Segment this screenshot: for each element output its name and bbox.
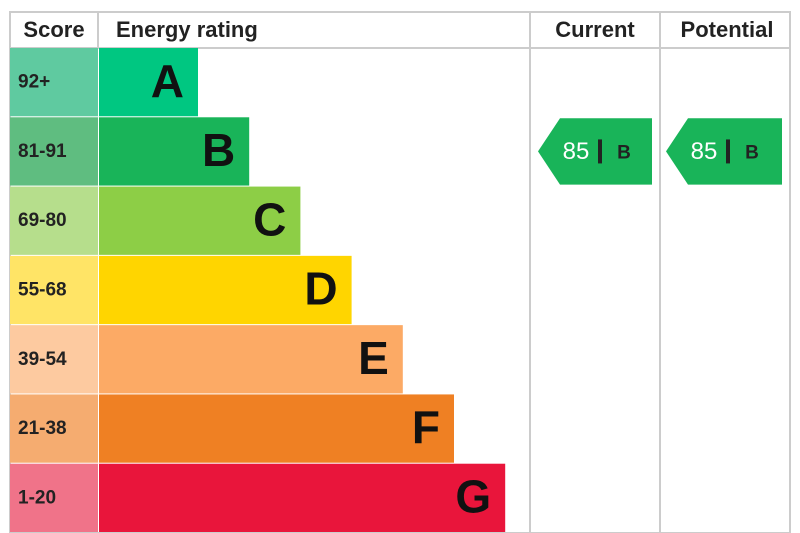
rating-letter: B — [202, 124, 235, 176]
rating-letter: E — [358, 332, 389, 384]
score-cell — [10, 48, 98, 117]
score-label: 69-80 — [18, 210, 67, 231]
score-label: 39-54 — [18, 349, 67, 370]
header-potential: Potential — [681, 17, 774, 42]
score-label: 81-91 — [18, 141, 67, 162]
rating-letter-small: B — [617, 142, 631, 163]
separator — [726, 139, 730, 164]
rating-letter-small: B — [745, 142, 759, 163]
header-rating: Energy rating — [116, 17, 258, 42]
score-label: 55-68 — [18, 280, 67, 301]
score-label: 92+ — [18, 72, 50, 93]
rating-bar — [99, 186, 301, 255]
rating-letter: D — [304, 263, 337, 315]
rating-bar — [99, 255, 352, 325]
separator — [598, 139, 602, 164]
rating-letter: A — [151, 55, 184, 107]
rating-bar — [99, 48, 198, 117]
score-cell — [10, 394, 98, 463]
score-cell — [10, 325, 98, 394]
score-cell — [10, 117, 98, 186]
score-cell — [10, 463, 98, 532]
header-current: Current — [555, 17, 635, 42]
rating-bar — [99, 463, 506, 532]
rating-bar — [99, 117, 250, 186]
rating-value: 85 — [563, 138, 590, 165]
rating-arrow — [538, 118, 652, 185]
score-cell — [10, 255, 98, 325]
rating-letter: G — [455, 471, 491, 523]
rating-value: 85 — [691, 138, 718, 165]
rating-letter: F — [412, 401, 440, 453]
score-label: 21-38 — [18, 418, 67, 439]
header-score: Score — [23, 17, 84, 42]
score-cell — [10, 186, 98, 255]
score-label: 1-20 — [18, 487, 56, 508]
rating-arrow — [666, 118, 782, 185]
rating-bar — [99, 325, 403, 394]
rating-bar — [99, 394, 454, 463]
rating-letter: C — [253, 193, 286, 245]
